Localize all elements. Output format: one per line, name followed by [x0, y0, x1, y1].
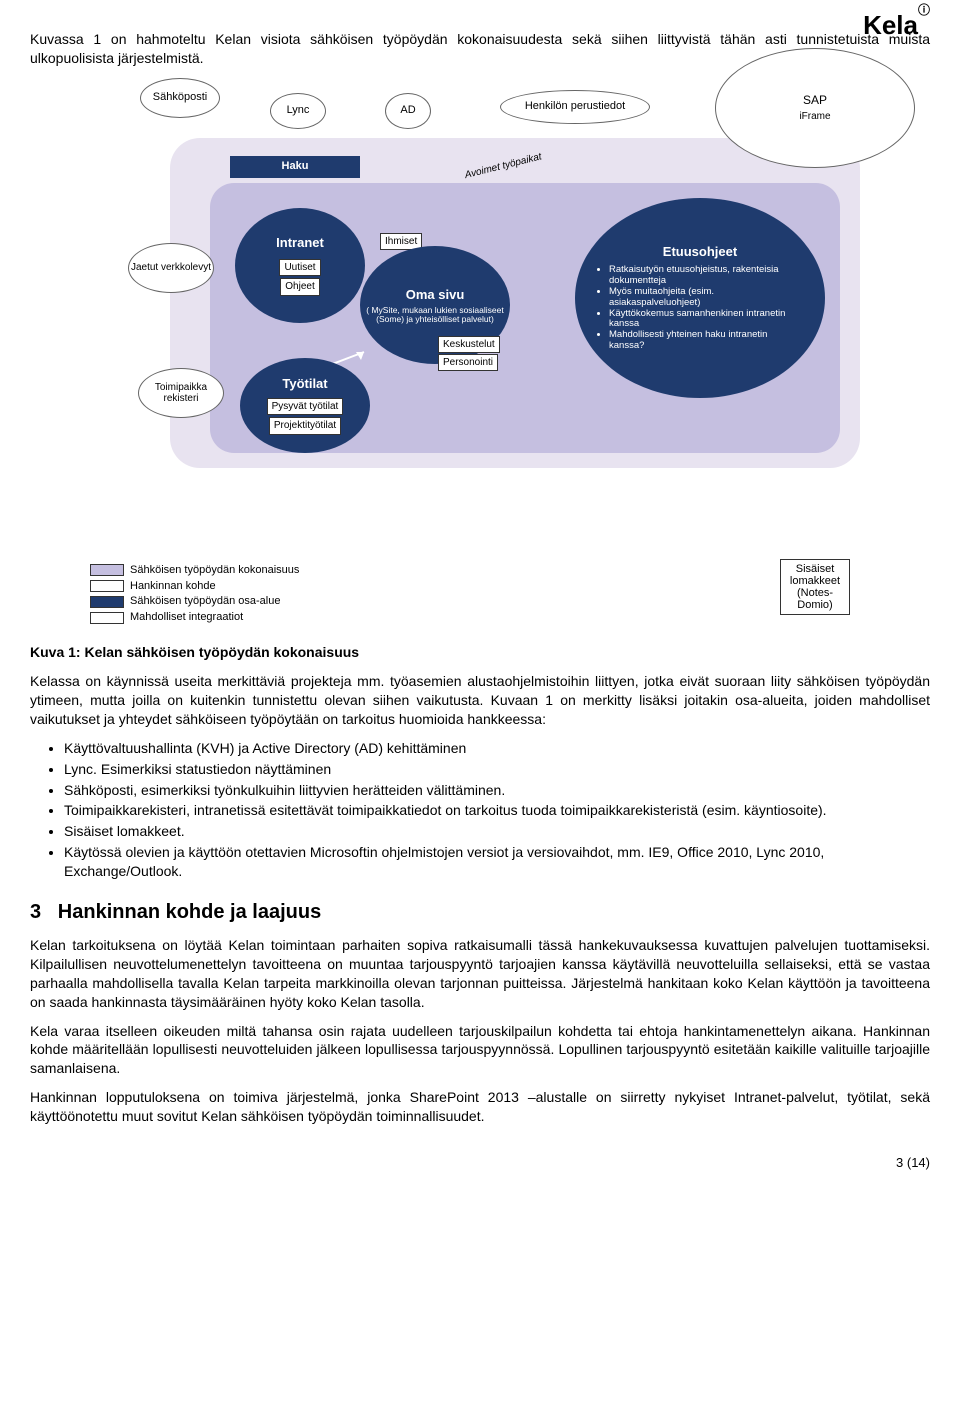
- legend-label: Sähköisen työpöydän osa-alue: [130, 594, 280, 609]
- bullet-list: Käyttövaltuushallinta (KVH) ja Active Di…: [64, 739, 930, 881]
- label: Sähköposti: [153, 90, 207, 105]
- node-tyotilat: Työtilat Pysyvät työtilat Projektityötil…: [240, 358, 370, 453]
- paragraph-3: Kela varaa itselleen oikeuden miltä taha…: [30, 1022, 930, 1079]
- swatch: [90, 596, 124, 608]
- node-ad: AD: [385, 93, 431, 129]
- logo-text: Kela: [863, 10, 918, 40]
- list-item: Sähköposti, esimerkiksi työnkulkuihin li…: [64, 781, 930, 800]
- list-item: Ratkaisutyön etuusohjeistus, rakenteisia…: [609, 265, 805, 287]
- label-sub: ( MySite, mukaan lukien sosiaaliseet (So…: [366, 306, 504, 324]
- legend-sidebox: Sisäiset lomakkeet (Notes-Domio): [780, 559, 850, 615]
- node-henkilon: Henkilön perustiedot: [500, 90, 650, 124]
- etuus-list: Ratkaisutyön etuusohjeistus, rakenteisia…: [595, 265, 805, 352]
- label-title: Etuusohjeet: [663, 243, 737, 261]
- swatch: [90, 580, 124, 592]
- label: Toimipaikka rekisteri: [139, 382, 223, 404]
- node-toimipaikka: Toimipaikka rekisteri: [138, 368, 224, 418]
- list-item: Käyttövaltuushallinta (KVH) ja Active Di…: [64, 739, 930, 758]
- list-item: Toimipaikkarekisteri, intranetissä esite…: [64, 801, 930, 820]
- section-heading: 3 Hankinnan kohde ja laajuus: [30, 899, 930, 926]
- list-item: Myös muitaohjeita (esim. asiakaspalveluo…: [609, 287, 805, 309]
- logo-icon: ⓘ: [918, 3, 930, 17]
- strip-pysyvat: Pysyvät työtilat: [267, 398, 344, 416]
- legend-label: Sähköisen työpöydän kokonaisuus: [130, 563, 299, 578]
- label-title: Työtilat: [282, 375, 327, 393]
- label: Jaetut verkkolevyt: [131, 262, 211, 273]
- legend-label: Hankinnan kohde: [130, 579, 216, 594]
- swatch: [90, 564, 124, 576]
- legend-label: Mahdolliset integraatiot: [130, 610, 243, 625]
- swatch: [90, 612, 124, 624]
- page-footer: 3 (14): [30, 1154, 930, 1172]
- node-etuusohjeet: Etuusohjeet Ratkaisutyön etuusohjeistus,…: [575, 198, 825, 398]
- architecture-diagram: Sähköposti Lync AD Henkilön perustiedot …: [80, 78, 880, 538]
- node-jaetut: Jaetut verkkolevyt: [128, 243, 214, 293]
- label: Lync: [287, 103, 310, 118]
- strip-ohjeet: Ohjeet: [280, 278, 319, 296]
- list-item: Sisäiset lomakkeet.: [64, 822, 930, 841]
- section-number: 3: [30, 901, 41, 923]
- node-sap: SAP iFrame: [715, 48, 915, 168]
- strip-personointi: Personointi: [438, 354, 498, 372]
- strip-keskustelut: Keskustelut: [438, 336, 500, 354]
- node-haku: Haku: [230, 156, 360, 178]
- label-title: Oma sivu: [406, 286, 465, 304]
- paragraph-2: Kelan tarkoituksena on löytää Kelan toim…: [30, 936, 930, 1012]
- node-intranet: Intranet Uutiset Ohjeet: [235, 208, 365, 323]
- label: Henkilön perustiedot: [525, 99, 625, 114]
- list-item: Lync. Esimerkiksi statustiedon näyttämin…: [64, 760, 930, 779]
- label-title: Intranet: [276, 234, 324, 252]
- logo: Kelaⓘ: [863, 8, 930, 43]
- list-item: Käyttökokemus samanhenkinen intranetin k…: [609, 309, 805, 331]
- label: Haku: [282, 159, 309, 174]
- node-sahkoposti: Sähköposti: [140, 78, 220, 118]
- node-lync: Lync: [270, 93, 326, 129]
- paragraph-4: Hankinnan lopputuloksena on toimiva järj…: [30, 1088, 930, 1126]
- label-iframe: iFrame: [716, 110, 914, 124]
- diagram-legend: Sähköisen työpöydän kokonaisuus Hankinna…: [90, 563, 930, 625]
- strip-uutiset: Uutiset: [279, 259, 320, 277]
- list-item: Käytössä olevien ja käyttöön otettavien …: [64, 843, 930, 881]
- strip-projekti: Projektityötilat: [269, 417, 341, 435]
- paragraph-1: Kelassa on käynnissä useita merkittäviä …: [30, 672, 930, 729]
- label-sap: SAP: [716, 92, 914, 108]
- label: AD: [400, 103, 415, 118]
- list-item: Mahdollisesti yhteinen haku intranetin k…: [609, 330, 805, 352]
- section-title: Hankinnan kohde ja laajuus: [58, 901, 321, 923]
- figure-caption: Kuva 1: Kelan sähköisen työpöydän kokona…: [30, 643, 930, 662]
